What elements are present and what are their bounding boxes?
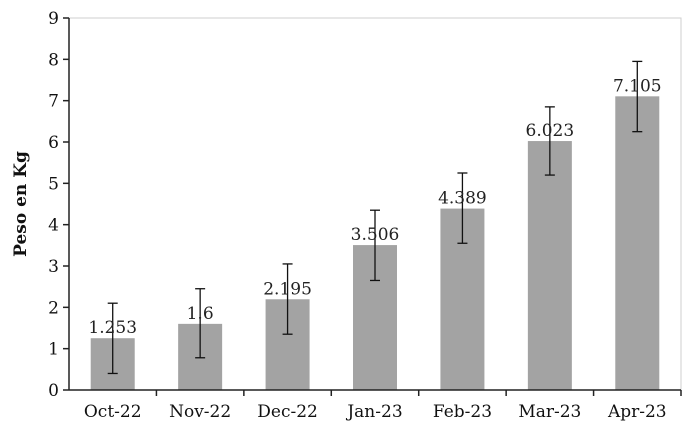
x-tick-label: Dec-22 bbox=[257, 402, 318, 422]
y-axis-title: Peso en Kg bbox=[11, 151, 31, 257]
bar bbox=[615, 96, 660, 391]
x-tick-label: Oct-22 bbox=[84, 402, 142, 422]
data-label: 4.389 bbox=[438, 189, 487, 209]
data-label: 1.6 bbox=[187, 304, 214, 324]
x-tick-label: Nov-22 bbox=[169, 402, 231, 422]
y-tick-label: 3 bbox=[48, 257, 59, 277]
y-tick-label: 7 bbox=[48, 92, 59, 112]
y-tick-label: 1 bbox=[48, 340, 59, 360]
bar bbox=[527, 141, 572, 390]
data-label: 3.506 bbox=[351, 225, 400, 245]
x-tick-label: Apr-23 bbox=[607, 402, 667, 422]
data-label: 1.253 bbox=[88, 318, 137, 338]
x-tick-label: Mar-23 bbox=[518, 402, 581, 422]
y-tick-label: 9 bbox=[48, 9, 59, 29]
y-tick-label: 4 bbox=[48, 216, 59, 236]
x-tick-label: Jan-23 bbox=[345, 402, 402, 422]
x-tick-label: Feb-23 bbox=[433, 402, 492, 422]
y-tick-label: 6 bbox=[48, 133, 59, 153]
data-label: 6.023 bbox=[526, 121, 575, 141]
y-tick-label: 2 bbox=[48, 298, 59, 318]
data-label: 7.105 bbox=[613, 76, 662, 96]
y-tick-label: 8 bbox=[48, 50, 59, 70]
y-tick-label: 5 bbox=[48, 174, 59, 194]
y-tick-label: 0 bbox=[48, 381, 59, 401]
data-label: 2.195 bbox=[263, 279, 312, 299]
